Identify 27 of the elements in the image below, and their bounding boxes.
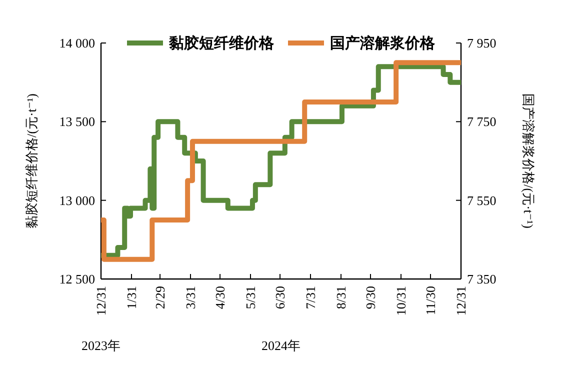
x-tick-label: 6/30 [272,286,288,310]
y2-tick-label: 7 750 [467,114,496,130]
y-axis-title: 黏胶短纤维价格/(元·t⁻¹) [24,94,39,228]
text: 2024年 [262,338,300,353]
x-tick-label: 12/31 [94,286,108,316]
x-tick-label: 5/31 [243,286,258,310]
y-tick-label: 12 500 [59,272,95,286]
x-tick-label: 2/29 [152,286,168,310]
x-tick-label: 11/30 [423,286,438,316]
y-tick-label: 13 500 [59,114,95,130]
x-tick-label: 7/31 [303,286,318,310]
x-tick-label: 1/31 [124,286,139,310]
legend-label: 国产溶解浆价格 [330,34,436,52]
x-tick-label: 9/30 [363,286,378,310]
y2-axis-title: 国产溶解浆价格/(元·t⁻¹) [521,94,536,228]
x-tick-label: 12/31 [454,286,468,316]
y2-tick-label: 7 350 [467,272,496,286]
y-tick-label: 13 000 [59,192,95,208]
text: 2023年 [82,338,120,353]
x-tick-label: 10/31 [394,286,408,316]
x-tick-label: 3/31 [183,286,198,310]
y-tick-label: 14 000 [59,36,95,50]
legend-label: 黏胶短纤维价格 [168,34,275,52]
x-tick-label: 4/30 [212,286,228,310]
y2-tick-label: 7 950 [467,36,496,50]
x-tick-label: 8/31 [334,286,348,310]
y2-tick-label: 7 550 [467,192,496,208]
